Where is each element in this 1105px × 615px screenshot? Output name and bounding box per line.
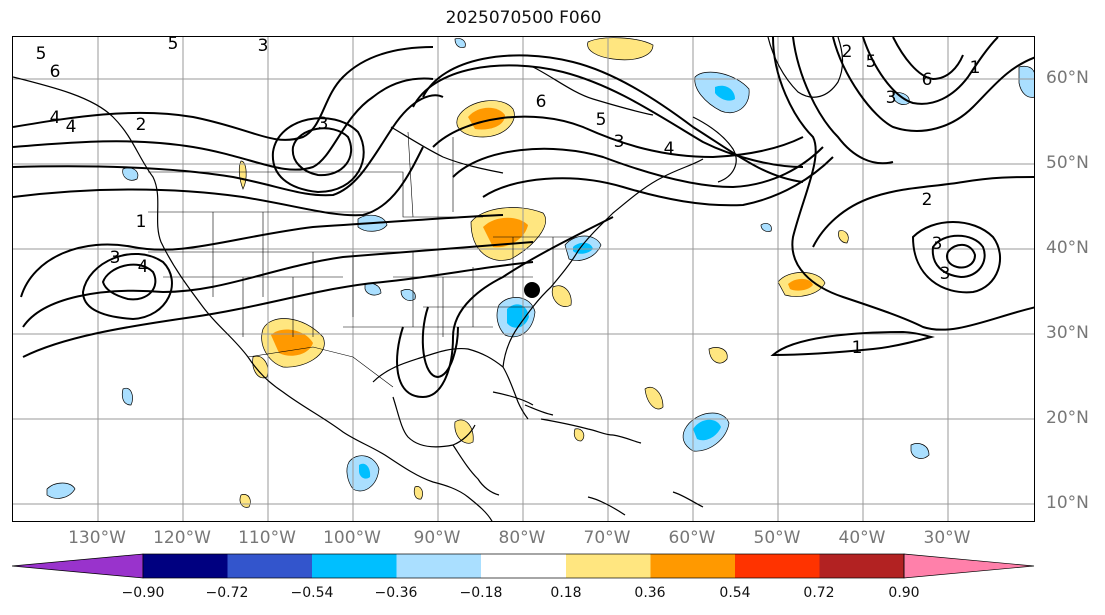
lon-label: 40°W bbox=[838, 528, 886, 548]
colorbar-swatch bbox=[566, 554, 651, 578]
lat-label: 20°N bbox=[1046, 408, 1089, 428]
contour-label: 5 bbox=[866, 52, 877, 72]
map-title: 2025070500 F060 bbox=[445, 8, 602, 28]
lon-label: 120°W bbox=[153, 528, 211, 548]
colorbar-swatch bbox=[735, 554, 820, 578]
colorbar-tick: 0.90 bbox=[888, 585, 920, 601]
contour-label: 5 bbox=[168, 37, 179, 54]
contour-label: 4 bbox=[66, 117, 77, 137]
contour-label: 4 bbox=[664, 139, 675, 159]
contours bbox=[13, 37, 1034, 399]
colorbar-tick: −0.90 bbox=[121, 585, 165, 601]
lon-label: 110°W bbox=[238, 528, 296, 548]
graticule bbox=[13, 37, 1034, 521]
colorbar-tick: −0.36 bbox=[374, 585, 418, 601]
colorbar-swatch bbox=[227, 554, 312, 578]
colorbar-swatch bbox=[396, 554, 481, 578]
contour-label: 6 bbox=[536, 92, 547, 112]
colorbar bbox=[12, 553, 1035, 579]
contour-labels: 5 6 5 4 4 3 2 3 6 5 3 4 3 5 6 2 1 3 4 3 … bbox=[36, 37, 981, 358]
lat-label: 50°N bbox=[1046, 153, 1089, 173]
contour-label: 6 bbox=[922, 70, 933, 90]
lat-label: 60°N bbox=[1046, 68, 1089, 88]
colorbar-swatch bbox=[143, 554, 228, 578]
lon-label: 50°W bbox=[753, 528, 801, 548]
contour-label: 3 bbox=[258, 37, 269, 56]
colorbar-tick: 0.72 bbox=[803, 585, 835, 601]
state-borders bbox=[148, 131, 573, 388]
map-canvas: 5 6 5 4 4 3 2 3 6 5 3 4 3 5 6 2 1 3 4 3 … bbox=[13, 37, 1034, 521]
contour-label: 1 bbox=[136, 212, 147, 232]
lon-label: 80°W bbox=[498, 528, 546, 548]
colorbar-tick: −0.54 bbox=[290, 585, 334, 601]
contour-label: 3 bbox=[940, 264, 951, 284]
contour-label: 3 bbox=[932, 234, 943, 254]
lon-label: 130°W bbox=[68, 528, 126, 548]
colorbar-tick: 0.36 bbox=[634, 585, 666, 601]
colorbar-tick: 0.18 bbox=[550, 585, 582, 601]
lon-label: 30°W bbox=[923, 528, 971, 548]
positive-anomaly-greenland bbox=[587, 37, 654, 61]
contour-label: 4 bbox=[138, 257, 149, 277]
contour-label: 1 bbox=[852, 338, 863, 358]
lat-label: 10°N bbox=[1046, 493, 1089, 513]
colorbar-swatch bbox=[650, 554, 735, 578]
lon-label: 100°W bbox=[323, 528, 381, 548]
contour-label: 1 bbox=[970, 58, 981, 78]
contour-label: 2 bbox=[842, 42, 853, 62]
colorbar-swatch bbox=[312, 554, 397, 578]
contour-label: 5 bbox=[36, 44, 47, 64]
contour-label: 3 bbox=[614, 132, 625, 152]
colorbar-extend-high bbox=[903, 553, 1035, 579]
contour-label: 3 bbox=[318, 114, 329, 134]
colorbar-tick: 0.54 bbox=[719, 585, 751, 601]
colorbar-swatch bbox=[819, 554, 904, 578]
contour-label: 2 bbox=[136, 115, 147, 135]
contour-label: 5 bbox=[596, 110, 607, 130]
colorbar-swatch bbox=[481, 554, 566, 578]
contour-label: 6 bbox=[50, 62, 61, 82]
colorbar-tick: −0.72 bbox=[205, 585, 249, 601]
map-panel: 5 6 5 4 4 3 2 3 6 5 3 4 3 5 6 2 1 3 4 3 … bbox=[12, 36, 1035, 522]
lon-label: 60°W bbox=[668, 528, 716, 548]
coastlines bbox=[13, 37, 844, 521]
contour-label: 2 bbox=[922, 190, 933, 210]
contour-label: 3 bbox=[886, 88, 897, 108]
colorbar-extend-low bbox=[12, 553, 144, 579]
colorbar-tick: −0.18 bbox=[459, 585, 503, 601]
lat-label: 40°N bbox=[1046, 238, 1089, 258]
location-marker-dot bbox=[524, 282, 540, 298]
lon-label: 70°W bbox=[583, 528, 631, 548]
lon-label: 90°W bbox=[413, 528, 461, 548]
contour-label: 3 bbox=[110, 248, 121, 268]
contour-label: 4 bbox=[50, 108, 61, 128]
lat-label: 30°N bbox=[1046, 323, 1089, 343]
